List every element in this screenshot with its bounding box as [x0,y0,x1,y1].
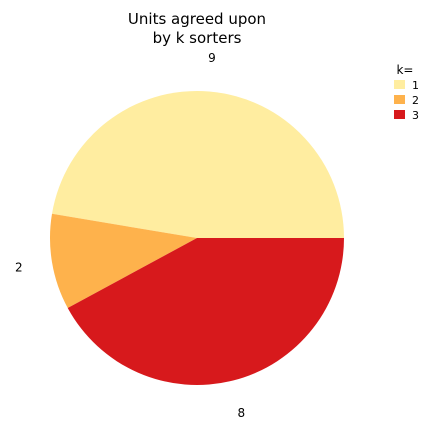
chart-title-line-2: by k sorters [153,29,242,47]
legend-title: k= [396,63,413,77]
pie-slice-label-k-1: 9 [208,51,216,65]
pie-slice-k-1 [52,91,345,239]
legend-label-k-3: 3 [412,109,419,122]
chart-title-line-1: Units agreed upon [128,10,266,28]
legend-swatch-k-1 [394,80,405,89]
pie-slice-labels: 9 2 8 [15,51,245,420]
legend-label-k-1: 1 [412,79,419,92]
pie-slice-k-2 [50,213,197,308]
pie-slice-label-k-2: 2 [15,261,23,275]
legend-swatch-k-2 [394,95,405,104]
legend-label-k-2: 2 [412,94,419,107]
pie-slice-label-k-3: 8 [238,406,246,420]
chart-legend: k= 1 2 3 [394,63,419,122]
pie-slices [50,91,345,386]
legend-items: 1 2 3 [394,79,419,122]
legend-swatch-k-3 [394,110,405,119]
pie-slice-k-3 [67,238,345,386]
